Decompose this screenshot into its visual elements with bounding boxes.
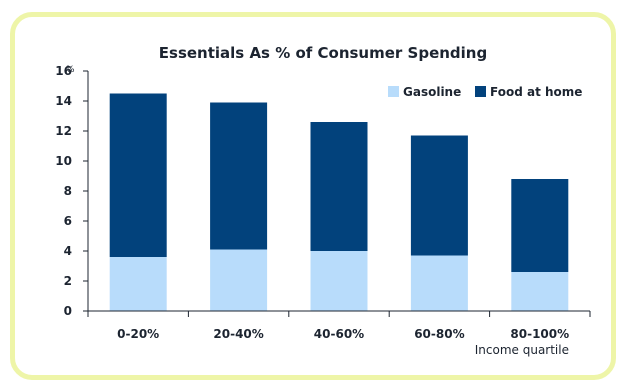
y-axis-unit: % (66, 65, 75, 75)
bar-gasoline-60-80 (410, 255, 468, 311)
y-tick-label: 14 (55, 94, 72, 108)
y-tick-label: 12 (55, 124, 72, 138)
x-tick-label: 40-60% (314, 327, 364, 341)
bars-layer (109, 93, 569, 311)
x-axis-label: Income quartile (475, 343, 569, 357)
y-tick-label: 10 (55, 154, 72, 168)
legend-swatch-food-at-home (475, 86, 486, 97)
bar-gasoline-80-100 (511, 272, 569, 311)
x-tick-label: 20-40% (213, 327, 263, 341)
x-tick-label: 0-20% (117, 327, 159, 341)
x-tick-label: 60-80% (414, 327, 464, 341)
chart-title: Essentials As % of Consumer Spending (159, 44, 487, 62)
bar-food-at-home-80-100 (511, 179, 569, 272)
y-tick-label: 4 (64, 244, 72, 258)
bar-food-at-home-60-80 (410, 135, 468, 256)
bar-food-at-home-0-20 (109, 93, 167, 257)
y-tick-label: 0 (64, 304, 72, 318)
legend-label-gasoline: Gasoline (403, 85, 461, 99)
y-tick-label: 2 (64, 274, 72, 288)
y-tick-label: 16 (55, 64, 72, 78)
x-tick-label: 80-100% (510, 327, 569, 341)
legend-label-food-at-home: Food at home (490, 85, 582, 99)
bar-gasoline-40-60 (310, 251, 368, 311)
bar-food-at-home-40-60 (310, 122, 368, 251)
axes-layer: 0 2 4 6 8 10 12 14 16 0-20% 20-40% 40-60% 60-80% 80-1… (55, 64, 591, 341)
bar-food-at-home-20-40 (210, 102, 268, 250)
bar-gasoline-0-20 (109, 257, 167, 311)
y-tick-label: 6 (64, 214, 72, 228)
bar-gasoline-20-40 (210, 249, 268, 311)
legend-swatch-gasoline (388, 86, 399, 97)
legend: Gasoline Food at home (388, 85, 582, 99)
y-tick-label: 8 (64, 184, 72, 198)
